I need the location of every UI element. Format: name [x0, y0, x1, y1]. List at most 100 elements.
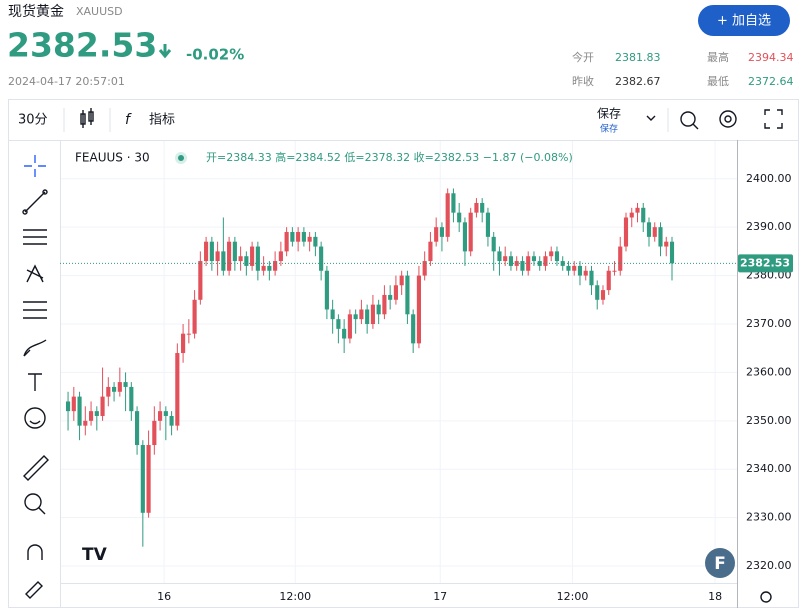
- y-tick-label: 2320.00: [746, 559, 792, 572]
- candle-body: [117, 382, 122, 392]
- candle-body: [399, 275, 404, 286]
- candle-body: [100, 396, 105, 416]
- candle-body: [123, 382, 128, 387]
- y-tick-label: 2390.00: [746, 220, 792, 233]
- candle-body: [434, 227, 439, 242]
- candle-body: [152, 420, 157, 446]
- candle-body: [365, 309, 370, 324]
- candle-body: [77, 396, 82, 426]
- candle-body: [612, 270, 617, 272]
- candle-body: [669, 241, 675, 264]
- axis-settings-icon[interactable]: [760, 591, 772, 603]
- price: 2382.53: [7, 26, 157, 65]
- down-arrow: [158, 44, 172, 59]
- candle-body: [94, 411, 99, 416]
- status-dot: [178, 155, 184, 161]
- candle-body: [140, 445, 145, 513]
- candle-body: [457, 212, 462, 223]
- candle-body: [135, 411, 140, 446]
- candle-body: [244, 256, 249, 266]
- candle-body: [480, 202, 485, 213]
- candle-body: [290, 232, 295, 242]
- candle-body: [181, 333, 186, 354]
- candle-body: [342, 328, 347, 339]
- candle-body: [393, 285, 398, 300]
- candle-body: [232, 241, 237, 262]
- replay-icon[interactable]: [680, 111, 699, 130]
- y-tick-label: 2370.00: [746, 317, 792, 330]
- x-tick-label: 16: [157, 590, 171, 603]
- candle-body: [600, 290, 606, 300]
- candle-body: [583, 270, 588, 276]
- drawing-tools[interactable]: [22, 155, 49, 599]
- candle-body: [111, 386, 117, 392]
- candle-body: [324, 270, 329, 310]
- candle-body: [186, 333, 191, 335]
- candle-body: [405, 275, 410, 315]
- candle-body: [388, 294, 393, 300]
- candle-body: [537, 261, 542, 266]
- save-sub[interactable]: 保存: [600, 123, 618, 135]
- fullscreen-icon[interactable]: [764, 109, 783, 129]
- candle-body: [278, 251, 283, 262]
- candle-body: [370, 304, 375, 324]
- candle-body: [192, 299, 197, 334]
- candle-body: [572, 265, 577, 271]
- candle-body: [485, 212, 491, 237]
- candle-body: [238, 256, 243, 262]
- candle-body: [462, 222, 468, 252]
- y-tick-label: 2360.00: [746, 365, 792, 378]
- candle-body: [83, 420, 88, 426]
- indicators[interactable]: 指标: [149, 113, 175, 128]
- f-logo-text: F: [714, 554, 726, 574]
- save[interactable]: 保存: [597, 107, 621, 121]
- candle-body: [353, 314, 358, 320]
- symbol: XAUUSD: [76, 5, 123, 18]
- stat-label: 最低: [707, 75, 729, 88]
- candle-body: [169, 415, 174, 426]
- title: 现货黄金: [8, 3, 64, 20]
- f-logo: [705, 548, 735, 578]
- candle-body: [209, 241, 214, 262]
- y-tick-label: 2400.00: [746, 172, 792, 185]
- stat-label: 昨收: [572, 74, 594, 88]
- add-watch-button[interactable]: [698, 5, 790, 36]
- interval[interactable]: 30分: [18, 113, 48, 128]
- candle-body: [198, 261, 203, 300]
- candle-body: [411, 314, 416, 344]
- candle-body: [146, 445, 151, 513]
- candle-icon[interactable]: [80, 108, 94, 128]
- change: -0.02%: [186, 46, 244, 64]
- stat-value: 2381.83: [615, 51, 661, 64]
- candle-body: [422, 261, 427, 276]
- chevron[interactable]: [646, 115, 656, 121]
- candle-body: [71, 396, 76, 412]
- candle-body: [347, 314, 352, 339]
- candle-body: [307, 236, 312, 242]
- x-tick-label: 18: [708, 590, 722, 603]
- frame: [8, 99, 799, 608]
- candle-body: [336, 319, 341, 329]
- candle-body: [503, 256, 508, 262]
- candle-body: [508, 256, 514, 266]
- y-tick-label: 2350.00: [746, 414, 792, 427]
- candle-body: [618, 246, 623, 271]
- y-tick-label: 2340.00: [746, 462, 792, 475]
- settings-icon[interactable]: [719, 110, 737, 128]
- legend-ohlc: 开=2384.33 高=2384.52 低=2378.32 收=2382.53 …: [206, 150, 573, 164]
- candle-body: [273, 261, 278, 271]
- fx-icon[interactable]: f: [125, 112, 132, 128]
- candle-body: [313, 236, 318, 247]
- candle-body: [589, 270, 594, 286]
- candle-body: [359, 309, 364, 320]
- candle-body: [445, 193, 450, 237]
- candle-body: [531, 256, 537, 262]
- x-tick-label: 12:00: [279, 590, 311, 603]
- candle-body: [255, 246, 260, 271]
- x-tick-label: 12:00: [557, 590, 589, 603]
- add-watch-label[interactable]: + 加自选: [717, 14, 771, 29]
- candle-body: [129, 386, 134, 412]
- candle-body: [65, 401, 71, 412]
- candle-body: [623, 217, 629, 247]
